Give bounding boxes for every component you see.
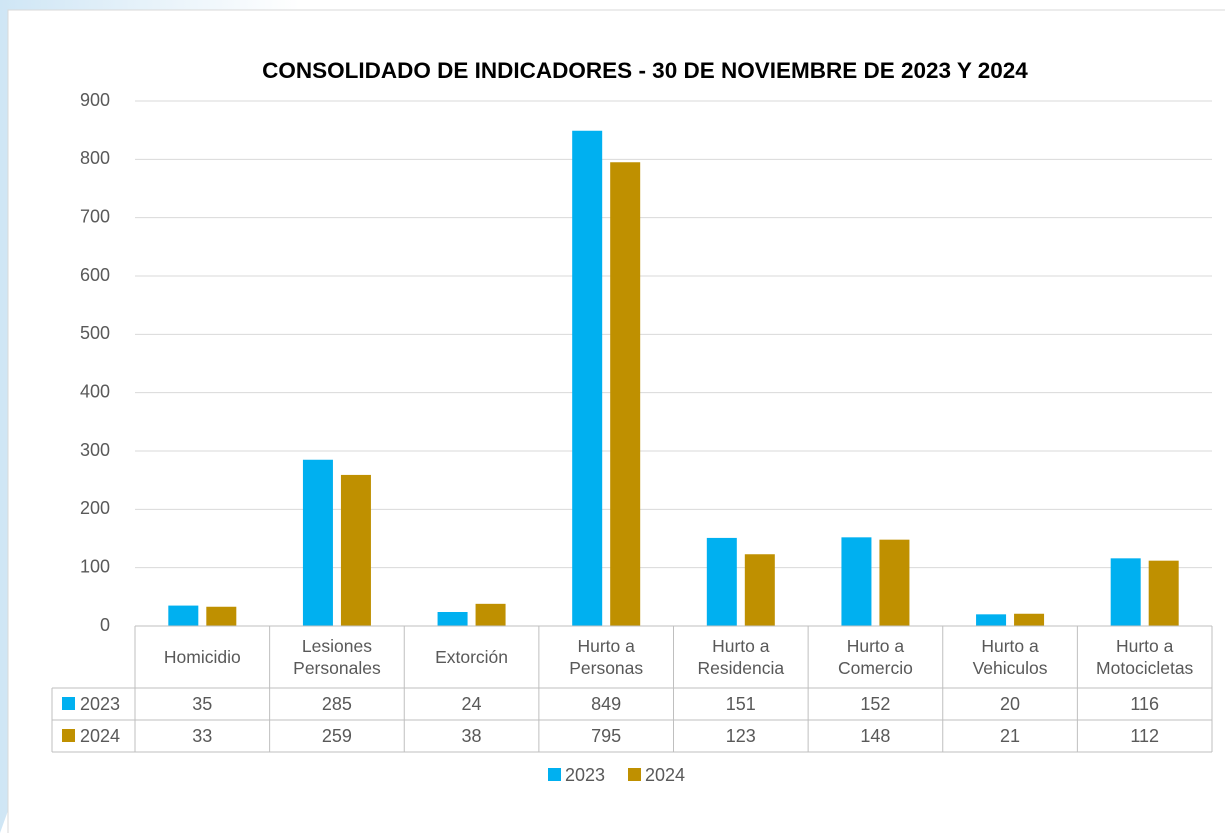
table-legend-key bbox=[62, 697, 75, 710]
bar bbox=[206, 606, 237, 626]
bar bbox=[475, 603, 506, 626]
bar bbox=[340, 474, 371, 626]
y-tick-label: 900 bbox=[80, 90, 110, 110]
table-value: 116 bbox=[1130, 694, 1159, 714]
table-value: 151 bbox=[726, 694, 756, 714]
table-value: 21 bbox=[1000, 726, 1020, 746]
table-value: 152 bbox=[860, 694, 890, 714]
y-tick-label: 700 bbox=[80, 206, 110, 226]
bar bbox=[1110, 558, 1141, 626]
x-tick-label: Extorción bbox=[435, 647, 509, 667]
table-value: 112 bbox=[1130, 726, 1159, 746]
table-value: 35 bbox=[192, 694, 212, 714]
bar bbox=[610, 162, 641, 626]
bar bbox=[302, 459, 333, 626]
y-tick-label: 300 bbox=[80, 440, 110, 460]
y-tick-label: 600 bbox=[80, 265, 110, 285]
chart-title: CONSOLIDADO DE INDICADORES - 30 DE NOVIE… bbox=[262, 58, 1028, 83]
legend-label: 2024 bbox=[645, 765, 685, 785]
x-tick-label: Homicidio bbox=[163, 647, 241, 667]
y-tick-label: 400 bbox=[80, 381, 110, 401]
bar bbox=[572, 130, 603, 626]
legend-key bbox=[548, 768, 561, 781]
y-tick-label: 200 bbox=[80, 498, 110, 518]
bar bbox=[706, 537, 737, 626]
table-value: 38 bbox=[462, 726, 482, 746]
table-value: 795 bbox=[591, 726, 621, 746]
table-row-label: 2023 bbox=[80, 694, 120, 714]
table-row-label: 2024 bbox=[80, 726, 120, 746]
x-tick-label: Hurto a Comercio bbox=[837, 636, 913, 678]
x-tick-label: Lesiones Personales bbox=[293, 636, 381, 678]
bar bbox=[1014, 613, 1045, 626]
y-tick-label: 100 bbox=[80, 556, 110, 576]
bar bbox=[976, 614, 1007, 626]
bar bbox=[744, 554, 775, 626]
table-value: 24 bbox=[462, 694, 482, 714]
table-value: 123 bbox=[726, 726, 756, 746]
table-legend-key bbox=[62, 729, 75, 742]
table-value: 20 bbox=[1000, 694, 1020, 714]
x-tick-label: Hurto a Vehiculos bbox=[972, 636, 1048, 678]
x-tick-label: Hurto a Personas bbox=[569, 636, 644, 678]
bar bbox=[841, 537, 872, 626]
y-tick-label: 800 bbox=[80, 148, 110, 168]
table-value: 285 bbox=[322, 694, 352, 714]
bar bbox=[879, 539, 910, 626]
y-tick-label: 0 bbox=[100, 615, 110, 635]
bar bbox=[437, 612, 468, 626]
table-value: 148 bbox=[860, 726, 890, 746]
legend-key bbox=[628, 768, 641, 781]
table-value: 259 bbox=[322, 726, 352, 746]
table-value: 33 bbox=[192, 726, 212, 746]
x-tick-label: Hurto a Motocicletas bbox=[1096, 636, 1194, 678]
legend-label: 2023 bbox=[565, 765, 605, 785]
bar bbox=[168, 605, 199, 626]
x-tick-label: Hurto a Residencia bbox=[697, 636, 785, 678]
y-tick-label: 500 bbox=[80, 323, 110, 343]
table-value: 849 bbox=[591, 694, 621, 714]
bar bbox=[1148, 560, 1179, 626]
